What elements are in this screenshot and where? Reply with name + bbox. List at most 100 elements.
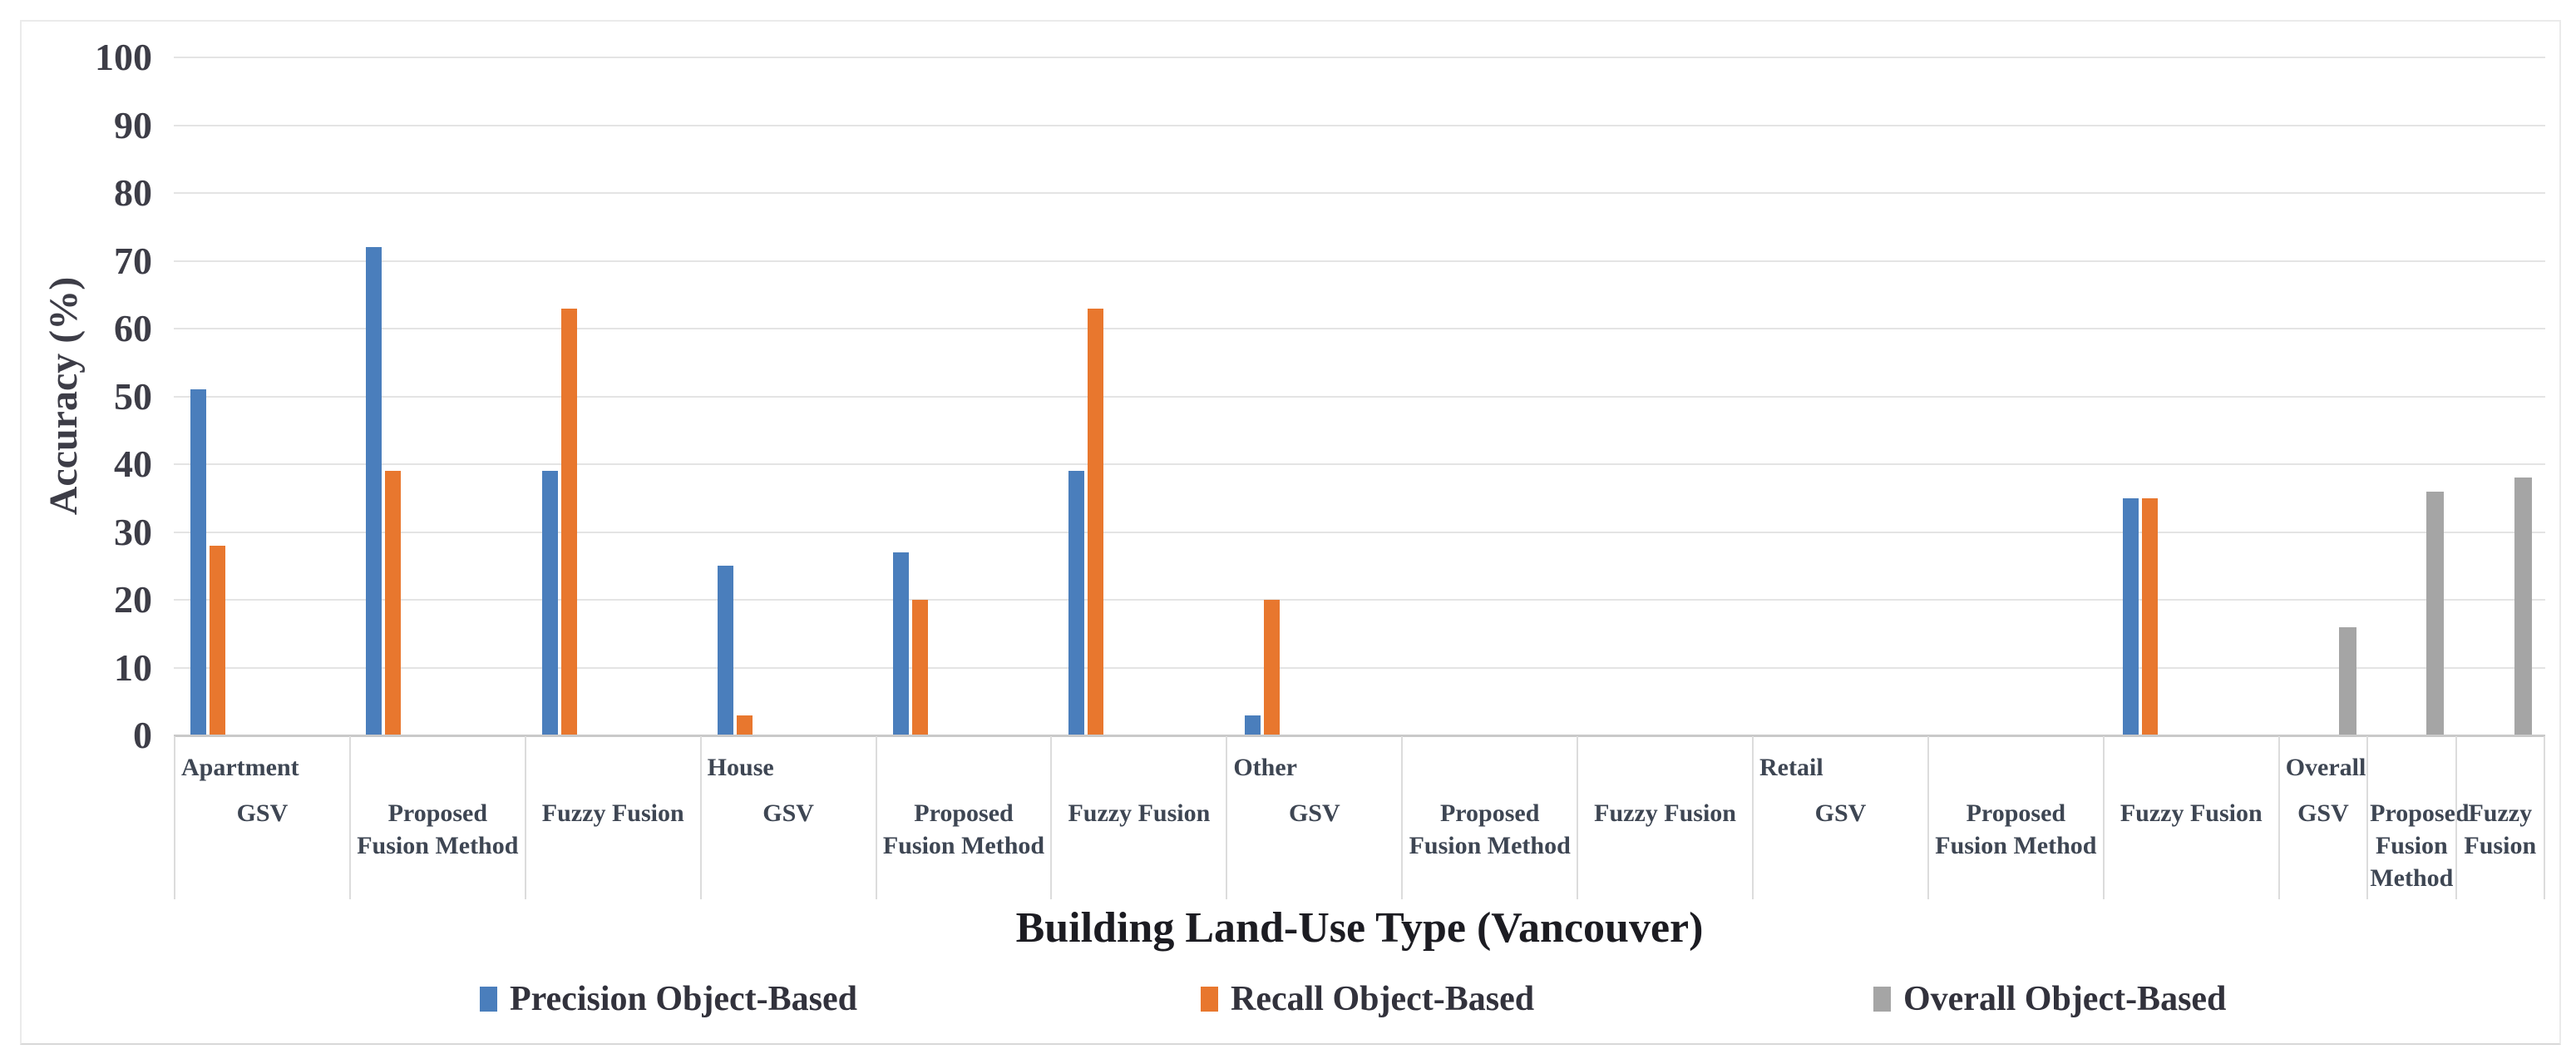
category-label: GSV — [762, 799, 814, 827]
category-cell — [1052, 57, 1227, 735]
gridline — [174, 260, 2545, 262]
legend-label: Precision Object-Based — [510, 980, 857, 1018]
category-cell — [2282, 57, 2370, 735]
bar-precision — [541, 471, 558, 735]
gridline — [174, 463, 2545, 465]
y-tick-label: 10 — [114, 646, 152, 689]
x-label-cell: Fuzzy Fusion — [1050, 736, 1226, 899]
gridline — [174, 666, 2545, 669]
category-label: GSV — [236, 799, 289, 827]
bar-overall — [2338, 626, 2356, 735]
legend-label: Overall Object-Based — [1903, 980, 2227, 1018]
category-label: Proposed Fusion Method — [2370, 799, 2470, 892]
category-label: Fuzzy Fusion — [1068, 799, 1211, 827]
gridline — [174, 599, 2545, 601]
category-cell — [1931, 57, 2106, 735]
legend-label: Recall Object-Based — [1231, 980, 1535, 1018]
category-label: Proposed Fusion Method — [1409, 799, 1571, 859]
bar-recall — [560, 308, 577, 735]
group-label: Retail — [1759, 754, 1823, 781]
legend-marker-precision — [480, 987, 497, 1012]
legend-item: Precision Object-Based — [480, 978, 857, 1020]
x-label-cell: Fuzzy Fusion — [524, 736, 700, 899]
category-label: Proposed Fusion Method — [1935, 799, 2097, 859]
x-axis-label-table: Apartment GSV Proposed Fusion Method Fuzzy … — [174, 736, 2545, 899]
bar-precision — [2122, 497, 2139, 735]
y-tick-label: 50 — [114, 374, 152, 418]
category-label: Fuzzy Fusion — [2120, 799, 2263, 827]
gridline — [174, 328, 2545, 329]
category-cell — [174, 57, 349, 735]
bar-recall — [1088, 308, 1104, 735]
x-label-cell: Overall GSV — [2277, 736, 2366, 899]
bar-overall — [2426, 491, 2445, 735]
bar-recall — [385, 471, 402, 735]
y-tick-label: 0 — [133, 714, 152, 756]
category-label: Proposed Fusion Method — [357, 799, 519, 859]
category-cell — [1579, 57, 1754, 735]
bar-precision — [1244, 715, 1261, 735]
legend-marker-overall — [1873, 987, 1891, 1012]
category-cell — [349, 57, 525, 735]
gridline — [174, 57, 2545, 58]
x-label-cell: House GSV — [699, 736, 876, 899]
x-label-cell: Apartment GSV — [174, 736, 349, 899]
group-label: Apartment — [181, 754, 299, 781]
y-tick-label: 30 — [114, 510, 152, 553]
y-tick-label: 90 — [114, 103, 152, 146]
gridline — [174, 531, 2545, 533]
y-tick-label: 40 — [114, 443, 152, 485]
x-label-cell: Proposed Fusion Method — [348, 736, 525, 899]
bar-overall — [2514, 478, 2533, 735]
bar-precision — [190, 389, 206, 735]
bar-recall — [736, 715, 753, 735]
category-cell — [526, 57, 701, 735]
group-label: Overall — [2285, 754, 2366, 781]
bar-precision — [366, 247, 382, 735]
legend-item: Recall Object-Based — [1201, 978, 1534, 1020]
y-tick-label: 60 — [114, 307, 152, 349]
x-label-cell: Fuzzy Fusion — [2455, 736, 2545, 899]
x-axis-title: Building Land-Use Type (Vancouver) — [1015, 904, 1704, 952]
x-label-cell: Fuzzy Fusion — [2102, 736, 2278, 899]
gridline — [174, 395, 2545, 398]
category-cell — [1754, 57, 1930, 735]
gridline — [174, 124, 2545, 126]
category-label: Fuzzy Fusion — [541, 799, 684, 827]
category-cell — [2106, 57, 2282, 735]
bar-recall — [912, 600, 929, 735]
category-cell — [701, 57, 876, 735]
x-label-cell: Proposed Fusion Method — [1401, 736, 1577, 899]
category-label: Fuzzy Fusion — [2464, 799, 2537, 859]
category-cell — [2457, 57, 2545, 735]
category-label: Proposed Fusion Method — [882, 799, 1045, 859]
category-label: Fuzzy Fusion — [1594, 799, 1736, 827]
bar-cells — [174, 57, 2545, 735]
bar-recall — [210, 545, 225, 735]
gridline — [174, 192, 2545, 194]
x-label-cell: Proposed Fusion Method — [1927, 736, 2103, 899]
legend-marker-recall — [1201, 987, 1218, 1012]
plot-area — [174, 57, 2545, 735]
y-tick-label: 80 — [114, 171, 152, 214]
x-label-cell: Proposed Fusion Method — [875, 736, 1051, 899]
legend-item: Overall Object-Based — [1873, 978, 2226, 1020]
group-label: House — [707, 754, 774, 781]
bar-precision — [1068, 471, 1085, 735]
bar-recall — [2141, 497, 2158, 735]
x-label-cell: Fuzzy Fusion — [1577, 736, 1752, 899]
bar-precision — [717, 566, 733, 735]
bar-recall — [1263, 600, 1280, 735]
category-cell — [876, 57, 1052, 735]
category-label: GSV — [2297, 799, 2349, 827]
y-tick-label: 20 — [114, 578, 152, 621]
x-axis-line — [174, 735, 2545, 737]
x-label-cell: Other GSV — [1226, 736, 1401, 899]
category-cell — [2370, 57, 2458, 735]
y-tick-label: 70 — [114, 239, 152, 282]
bar-precision — [893, 552, 910, 735]
category-cell — [1404, 57, 1579, 735]
y-tick-label: 100 — [95, 36, 152, 78]
x-label-cell: Retail GSV — [1752, 736, 1927, 899]
